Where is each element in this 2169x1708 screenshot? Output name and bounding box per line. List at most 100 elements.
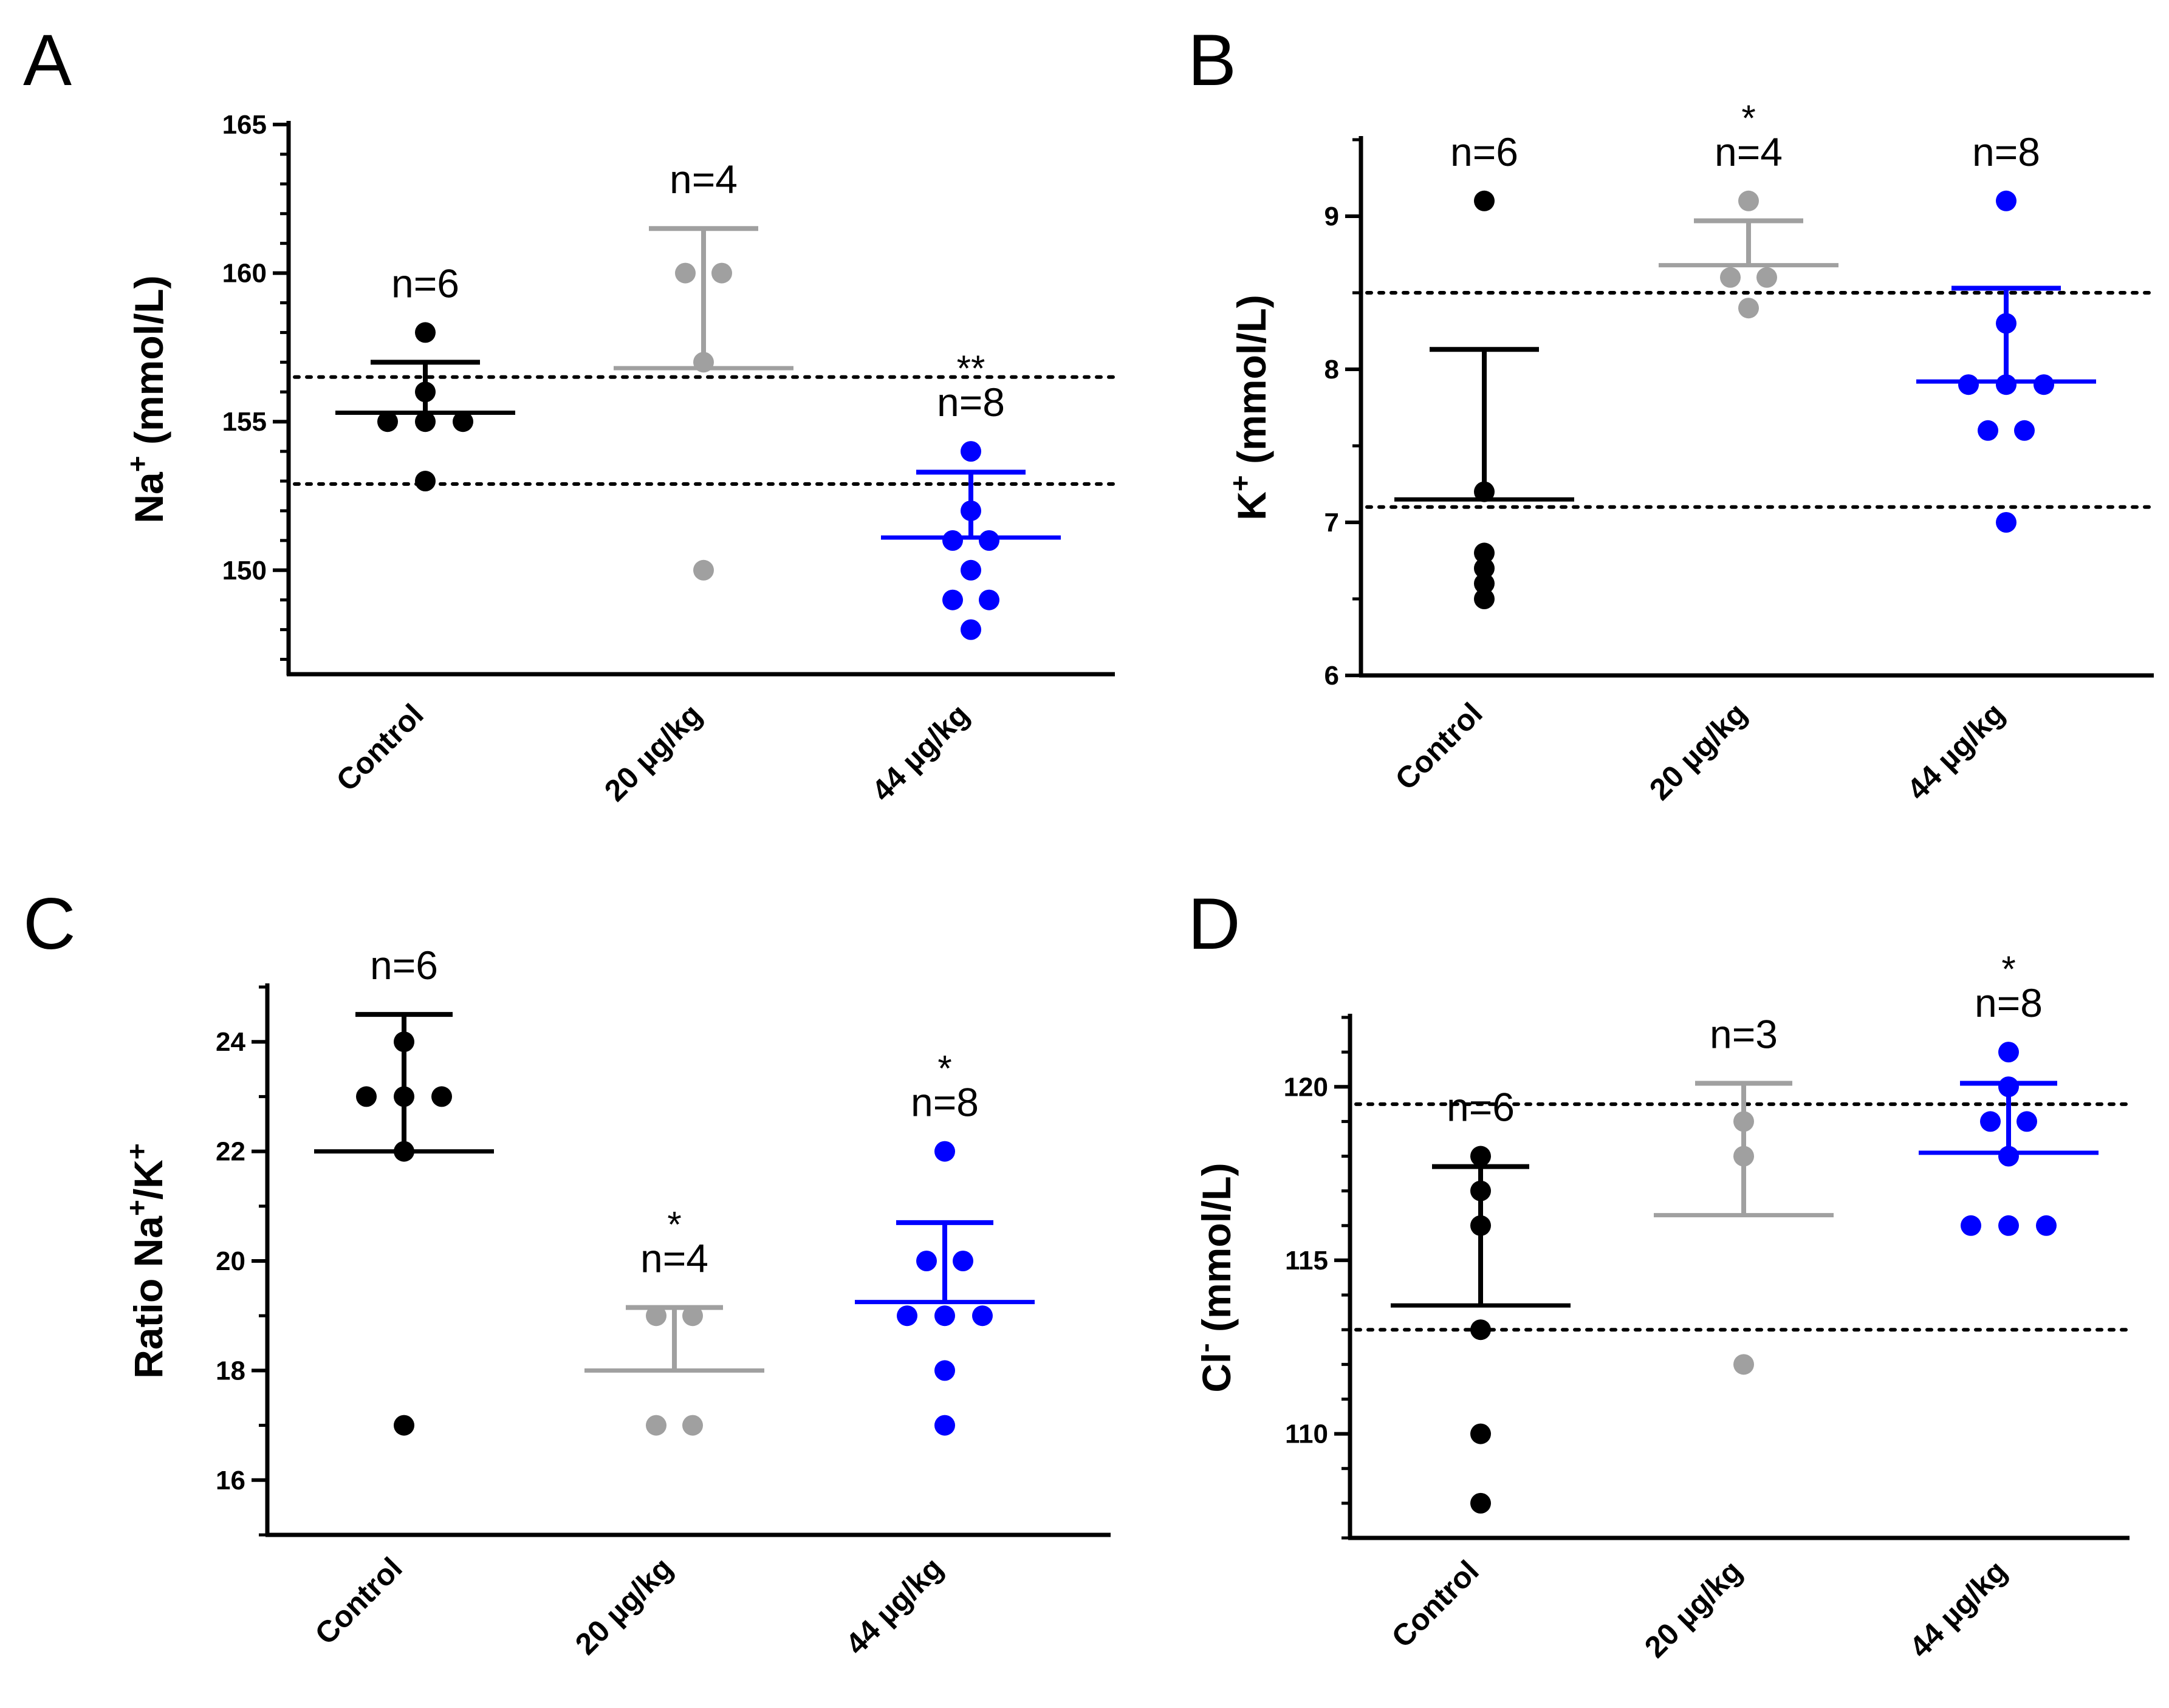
n-label: n=3 — [1710, 1012, 1778, 1057]
x-category-label: 44 µg/kg — [1900, 696, 2011, 807]
y-axis-label: Ratio Na+/K+ — [121, 1143, 171, 1378]
y-axis-label-part: (mmol/L) — [1194, 1163, 1239, 1343]
data-point — [934, 1415, 955, 1436]
x-category-label: 44 µg/kg — [865, 697, 976, 808]
panel-letter: B — [1188, 19, 1236, 101]
panel-D: D 110 115 120 Cl- (mmol/L) n=6 Control n=3 20 µg… — [1188, 883, 2131, 1664]
data-point — [1958, 374, 1979, 395]
data-point — [1996, 313, 2017, 334]
group-Control: n=6 Control — [309, 943, 494, 1651]
data-point — [1998, 1042, 2019, 1063]
data-point — [1978, 420, 1998, 441]
data-point — [1756, 267, 1777, 288]
data-point — [682, 1305, 703, 1327]
group-20 µg/kg: n=3 20 µg/kg — [1638, 1012, 1834, 1664]
data-point — [1998, 1215, 2019, 1236]
n-label: n=8 — [937, 380, 1005, 425]
y-axis-label-sup: + — [122, 456, 153, 472]
data-point — [1996, 374, 2017, 395]
data-point — [415, 471, 436, 492]
data-point — [1474, 573, 1495, 594]
data-point — [1720, 267, 1741, 288]
y-tick-label: 150 — [222, 556, 267, 586]
data-point — [675, 262, 696, 284]
data-point — [394, 1086, 414, 1107]
data-point — [415, 411, 436, 432]
data-point — [1733, 1111, 1754, 1132]
data-point — [1998, 1076, 2019, 1098]
y-tick-label: 20 — [216, 1246, 245, 1276]
y-tick-label: 115 — [1285, 1246, 1328, 1276]
data-point — [394, 1415, 414, 1436]
data-point — [972, 1305, 993, 1327]
data-point — [897, 1305, 917, 1327]
y-axis-label-sup: + — [121, 1143, 152, 1160]
data-point — [646, 1415, 666, 1436]
y-axis-label-part: K — [1229, 491, 1274, 521]
data-point — [1980, 1111, 2001, 1132]
data-point — [1996, 512, 2017, 533]
significance-label: * — [667, 1204, 681, 1245]
x-category-label: Control — [1389, 696, 1489, 796]
data-point — [1474, 542, 1495, 564]
data-point — [1470, 1215, 1491, 1236]
data-point — [415, 381, 436, 403]
data-point — [431, 1086, 452, 1107]
data-point — [1470, 1146, 1491, 1167]
x-category-label: 20 µg/kg — [1643, 696, 1753, 807]
n-label: n=6 — [1450, 129, 1518, 174]
y-axis-label-part: (mmol/L) — [126, 275, 171, 456]
panel-letter: C — [23, 883, 76, 965]
n-label: n=8 — [911, 1080, 979, 1125]
significance-label: * — [1741, 98, 1755, 138]
significance-label: * — [2001, 949, 2015, 989]
data-point — [1470, 1319, 1491, 1341]
y-axis-label-part: /K — [126, 1160, 171, 1200]
data-point — [1470, 1492, 1491, 1514]
y-axis-label: K+ (mmol/L) — [1224, 295, 1274, 521]
y-tick-label: 160 — [222, 259, 267, 289]
data-point — [961, 500, 981, 521]
data-point — [961, 619, 981, 640]
data-point — [1998, 1146, 2019, 1167]
n-label: n=4 — [670, 157, 738, 202]
data-point — [2034, 374, 2054, 395]
group-44 µg/kg: n=8 44 µg/kg — [1900, 129, 2096, 807]
y-tick-label: 6 — [1324, 661, 1339, 691]
group-Control: n=6 Control — [1385, 1085, 1571, 1654]
data-point — [394, 1031, 414, 1053]
group-44 µg/kg: n=8* 44 µg/kg — [1903, 949, 2099, 1664]
y-tick-label: 165 — [222, 110, 267, 140]
data-point — [377, 411, 398, 432]
data-point — [682, 1415, 703, 1436]
y-axis-label: Cl- (mmol/L) — [1189, 1163, 1239, 1392]
data-point — [961, 441, 981, 462]
y-tick-label: 24 — [216, 1027, 245, 1057]
data-point — [1961, 1215, 1981, 1236]
y-axis-label-part: Ratio Na — [126, 1215, 171, 1379]
data-point — [646, 1305, 666, 1327]
y-tick-label: 18 — [216, 1356, 245, 1385]
significance-label: ** — [957, 348, 985, 389]
y-axis-label-part: Cl — [1194, 1353, 1239, 1393]
significance-label: * — [937, 1048, 951, 1089]
y-axis-label-part: (mmol/L) — [1229, 295, 1274, 475]
y-tick-label: 155 — [222, 407, 267, 437]
data-point — [1996, 190, 2017, 211]
group-Control: n=6 Control — [330, 261, 515, 798]
y-tick-label: 9 — [1324, 202, 1339, 231]
y-axis-label-sup: + — [121, 1200, 152, 1216]
y-axis-label-sup: - — [1189, 1343, 1221, 1352]
y-axis-label-part: Na — [126, 471, 171, 524]
data-point — [961, 559, 981, 581]
data-point — [453, 411, 473, 432]
y-tick-label: 7 — [1324, 508, 1339, 538]
n-label: n=4 — [640, 1236, 708, 1281]
data-point — [979, 589, 999, 610]
y-axis-label: Na+ (mmol/L) — [122, 275, 171, 523]
data-point — [934, 1141, 955, 1162]
x-category-label: 44 µg/kg — [1903, 1554, 2013, 1664]
group-20 µg/kg: n=4* 20 µg/kg — [569, 1204, 764, 1661]
panel-A: A 150 155 160 165 Na+ (mmol/L) n=6 Control n=4 20… — [23, 19, 1117, 808]
